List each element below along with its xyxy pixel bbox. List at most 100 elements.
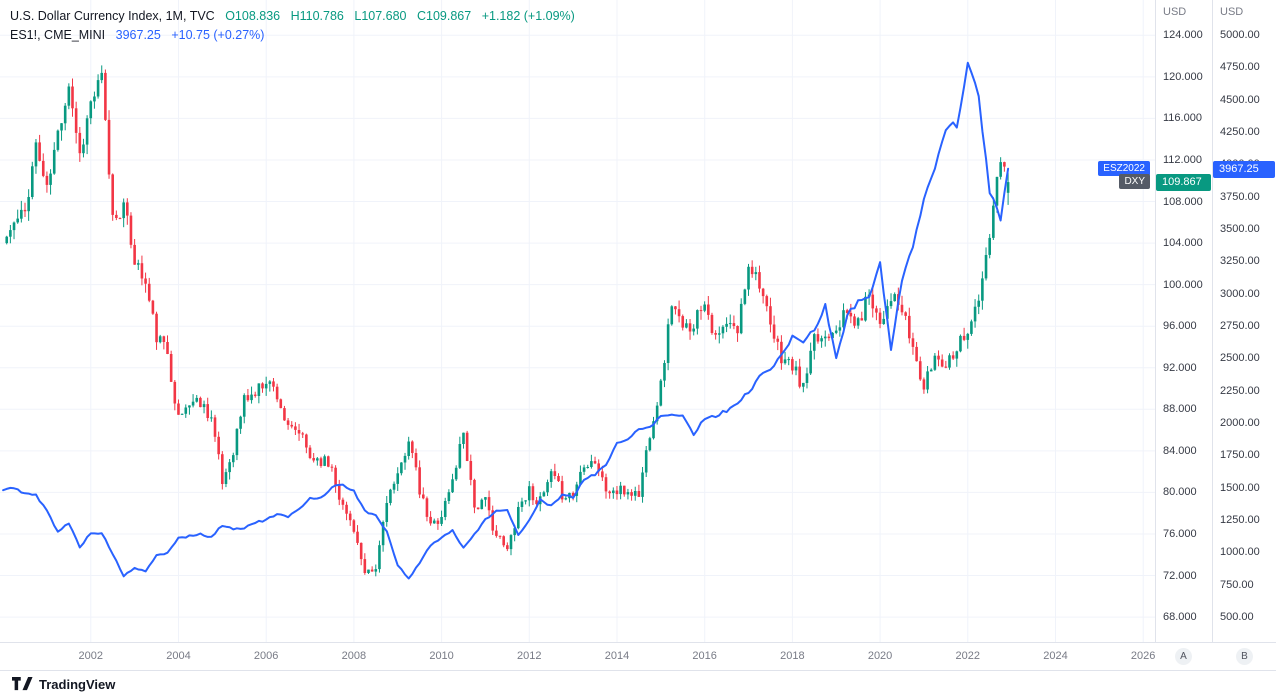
scale-a-button[interactable]: A [1175, 648, 1192, 665]
candle-body [772, 324, 776, 339]
candle-body [582, 467, 586, 472]
candle-body [834, 330, 838, 333]
candle-body [432, 520, 436, 524]
candle-body [38, 142, 41, 161]
candle-body [527, 486, 531, 501]
candle-body [180, 413, 184, 415]
candle-body [297, 430, 301, 434]
price-chart-canvas[interactable] [0, 0, 1155, 642]
dxy-series-title[interactable]: U.S. Dollar Currency Index, 1M, TVC [10, 9, 215, 23]
dxy-last-price-badge: 109.867 [1156, 174, 1211, 192]
candle-body [126, 202, 129, 216]
candle-body [341, 499, 345, 505]
candle-body [495, 530, 498, 536]
dxy-axis-tick: 92.000 [1163, 361, 1197, 374]
candle-body [31, 166, 34, 197]
candle-body [579, 471, 582, 485]
candle-body [56, 130, 60, 150]
dxy-axis-tick: 124.000 [1163, 29, 1203, 42]
candle-body [520, 501, 524, 507]
legend-row-es[interactable]: ES1!, CME_MINI 3967.25 +10.75 (+0.27%) [10, 26, 575, 45]
es-axis-tick: 2750.00 [1220, 320, 1260, 333]
candle-body [692, 328, 695, 332]
es-axis-tick: 750.00 [1220, 578, 1254, 591]
candle-body [677, 309, 681, 317]
candle-body [856, 318, 860, 326]
candle-body [407, 441, 410, 456]
candle-body [714, 333, 717, 335]
candle-body [400, 462, 403, 474]
candle-body [973, 306, 977, 322]
candle-body [659, 380, 663, 406]
candle-body [107, 119, 111, 175]
tradingview-logo-icon[interactable] [12, 677, 33, 691]
candle-body [458, 444, 462, 468]
candle-body [301, 433, 305, 435]
candle-body [564, 498, 568, 500]
price-chart-area[interactable] [0, 0, 1155, 642]
candle-body [864, 296, 867, 321]
candle-body [177, 403, 180, 415]
es-series-title[interactable]: ES1!, CME_MINI [10, 28, 106, 42]
dxy-axis-tick: 116.000 [1163, 112, 1202, 125]
candle-body [217, 436, 220, 455]
scale-b-button[interactable]: B [1236, 648, 1253, 665]
candle-body [374, 569, 378, 572]
candle-body [685, 323, 688, 328]
es-axis-tick: 3000.00 [1220, 287, 1260, 300]
candle-body [918, 361, 922, 380]
candle-body [275, 386, 279, 400]
candle-body [988, 237, 991, 255]
candle-body [845, 310, 849, 313]
candle-body [878, 312, 882, 324]
candle-body [133, 244, 136, 265]
candle-body [173, 381, 177, 404]
candle-body [264, 383, 268, 389]
candle-body [82, 144, 85, 154]
year-tick: 2012 [517, 650, 542, 662]
candle-body [506, 545, 509, 550]
candle-body [323, 456, 326, 466]
candle-body [557, 476, 560, 482]
year-tick: 2018 [780, 650, 805, 662]
candle-body [447, 492, 451, 501]
candle-body [337, 485, 341, 500]
candle-body [140, 263, 144, 279]
candle-body [411, 441, 414, 453]
dxy-close-value: C109.867 [417, 9, 472, 23]
candle-body [272, 381, 275, 387]
candle-body [900, 304, 904, 313]
candle-body [454, 467, 458, 480]
candle-body [571, 492, 575, 496]
candle-body [239, 416, 242, 429]
candle-body [16, 218, 19, 223]
time-axis[interactable]: 2002 2004 2006 2008 2010 2012 2014 2016 2018 2020… [0, 642, 1276, 671]
candle-body [100, 72, 104, 81]
candle-body [363, 559, 367, 573]
price-scale-es[interactable]: USD 5000.004750.004500.004250.004000.003… [1212, 0, 1276, 642]
candle-body [590, 461, 593, 467]
candle-body [71, 86, 74, 109]
legend-row-dxy[interactable]: U.S. Dollar Currency Index, 1M, TVC O108… [10, 7, 575, 26]
year-tick: 2006 [253, 650, 279, 662]
candle-body [96, 80, 100, 97]
es-change-value: +10.75 (+0.27%) [171, 28, 265, 42]
candle-body [308, 447, 312, 458]
footer-bar: TradingView [0, 670, 1276, 697]
candle-body [1003, 162, 1006, 167]
price-scale-dxy[interactable]: USD 124.000 120.000 116.000 112.000 108.000 1… [1155, 0, 1213, 642]
dxy-axis-tick: 96.000 [1163, 320, 1197, 333]
candle-body [330, 466, 334, 468]
candle-body [370, 569, 374, 572]
dxy-axis-tick: 100.000 [1163, 278, 1203, 291]
tradingview-brand-text[interactable]: TradingView [39, 676, 116, 692]
candle-body [696, 310, 699, 329]
year-tick: 2008 [341, 650, 367, 662]
candle-body [436, 520, 440, 524]
candle-body [12, 222, 16, 231]
candle-body [889, 301, 893, 307]
candle-body [213, 417, 217, 437]
candle-body [739, 303, 743, 334]
candle-body [593, 461, 597, 464]
candle-body [853, 316, 856, 326]
